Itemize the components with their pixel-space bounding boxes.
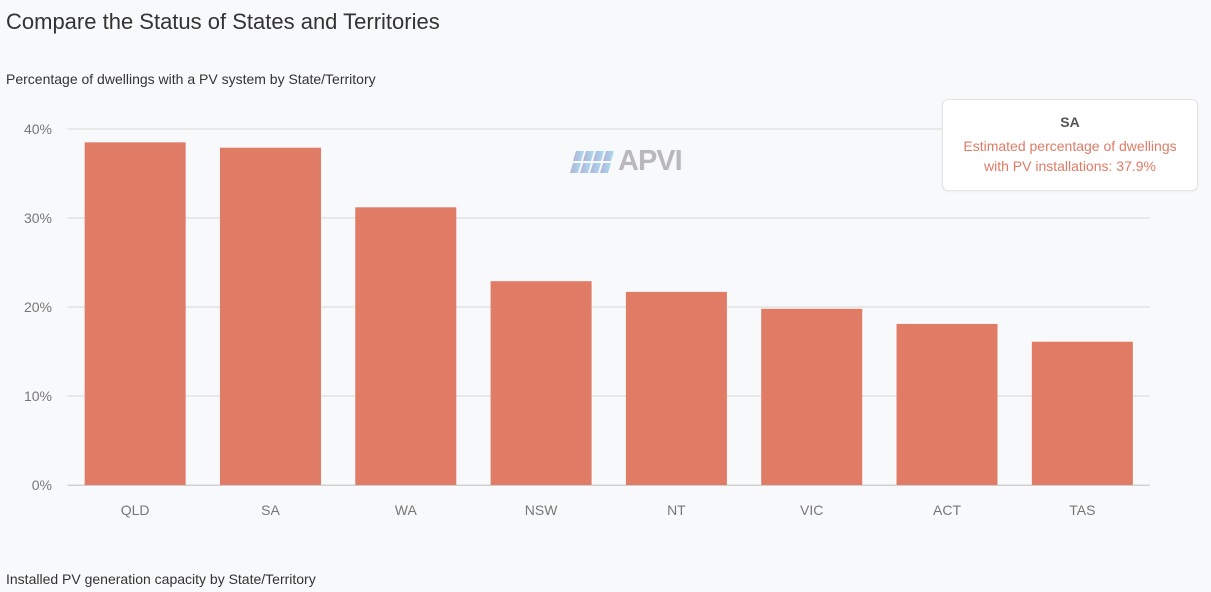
bar-act[interactable] <box>896 323 998 485</box>
bar-qld[interactable] <box>84 142 186 485</box>
chart-subtitle-pv-capacity: Installed PV generation capacity by Stat… <box>6 571 316 587</box>
tooltip-title: SA <box>1060 114 1080 130</box>
logo-text: APVI <box>618 145 683 177</box>
x-tick-label: VIC <box>800 502 823 518</box>
tooltip-line-2: with PV installations: 37.9% <box>984 158 1156 174</box>
x-tick-label: WA <box>395 502 418 518</box>
solar-panel-icon <box>570 150 614 173</box>
x-tick-label: SA <box>261 502 280 518</box>
x-tick-label: TAS <box>1069 502 1095 518</box>
bar-vic[interactable] <box>761 308 863 485</box>
y-tick-label: 20% <box>24 299 52 315</box>
y-tick-label: 40% <box>24 121 52 137</box>
x-tick-label: NT <box>667 502 686 518</box>
bar-nsw[interactable] <box>490 281 592 485</box>
bar-wa[interactable] <box>355 207 457 485</box>
y-tick-label: 30% <box>24 210 52 226</box>
page-title: Compare the Status of States and Territo… <box>6 9 440 34</box>
x-tick-label: ACT <box>933 502 961 518</box>
chart-tooltip: SA Estimated percentage of dwellings wit… <box>942 99 1198 191</box>
tooltip-line-1: Estimated percentage of dwellings <box>963 138 1177 154</box>
bar-sa[interactable] <box>219 147 321 485</box>
bar-tas[interactable] <box>1031 341 1133 485</box>
bar-nt[interactable] <box>625 291 727 485</box>
apvi-logo: APVI <box>570 145 683 178</box>
y-tick-label: 0% <box>32 477 52 493</box>
chart-subtitle-pv-dwellings: Percentage of dwellings with a PV system… <box>6 71 376 87</box>
x-tick-label: QLD <box>121 502 150 518</box>
x-tick-label: NSW <box>525 502 558 518</box>
y-tick-label: 10% <box>24 388 52 404</box>
